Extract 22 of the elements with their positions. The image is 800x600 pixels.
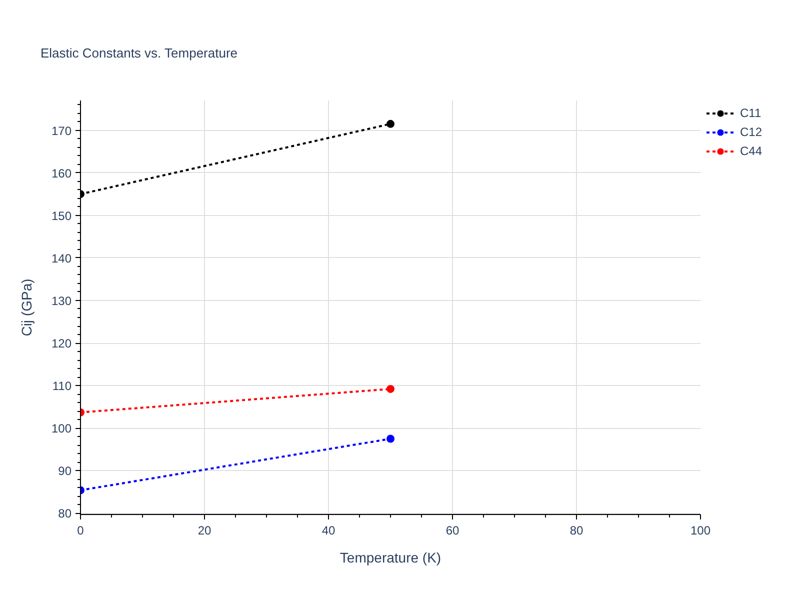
x-tick-label: 40	[322, 524, 336, 538]
y-tick-label: 100	[51, 422, 72, 436]
y-tick-label: 140	[51, 251, 72, 266]
y-tick-label: 150	[51, 208, 72, 223]
legend-label: C44	[740, 144, 762, 158]
legend-label: C11	[740, 106, 762, 120]
y-tick-label: 90	[58, 464, 72, 478]
y-axis-title: Cij (GPa)	[18, 278, 34, 336]
x-tick-label: 0	[77, 524, 84, 538]
legend-label: C12	[740, 125, 762, 139]
y-tick-label: 80	[58, 506, 72, 521]
y-tick-label: 130	[51, 294, 72, 308]
y-tick-label: 170	[51, 124, 72, 138]
x-tick-label: 60	[446, 524, 460, 538]
y-tick-label: 160	[51, 166, 72, 180]
x-tick-label: 100	[690, 524, 711, 538]
y-tick-label: 110	[52, 379, 72, 394]
x-tick-label: 20	[198, 524, 212, 538]
chart-title: Elastic Constants vs. Temperature	[40, 46, 238, 60]
x-axis-title: Temperature (K)	[340, 550, 442, 566]
x-tick-label: 80	[570, 524, 584, 538]
y-tick-label: 120	[51, 336, 72, 351]
